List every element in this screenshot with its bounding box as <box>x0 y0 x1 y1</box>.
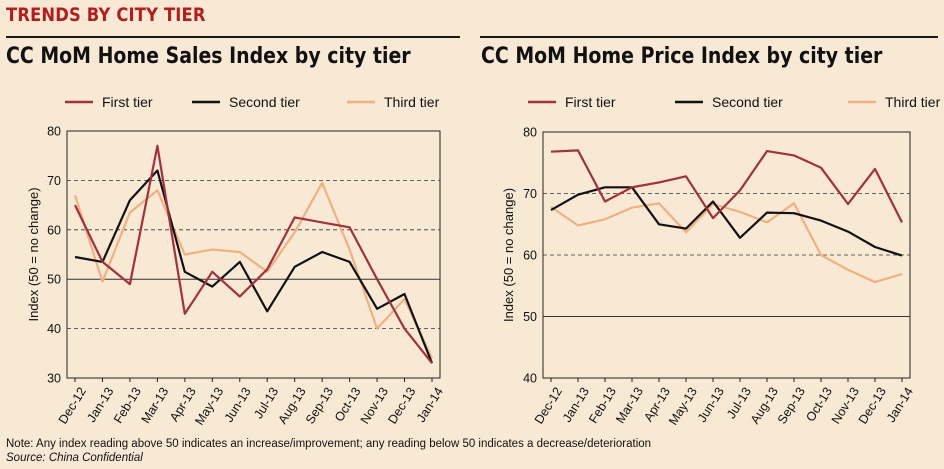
x-tick-label: Sep-13 <box>303 385 336 427</box>
second-tier-line <box>550 186 903 257</box>
x-tick-label: Dec-13 <box>856 385 889 427</box>
plot-frame <box>66 130 441 379</box>
third-tier-legend-label: Third tier <box>885 94 941 110</box>
second-tier-legend-label: Second tier <box>712 94 783 110</box>
y-tick-label: 80 <box>523 126 537 140</box>
x-tick-label: Mar-13 <box>613 385 646 426</box>
y-tick-label: 40 <box>523 372 537 386</box>
third-tier-legend-label: Third tier <box>384 94 440 110</box>
second-tier-line <box>74 169 434 364</box>
x-tick-label: Jun-13 <box>695 385 727 425</box>
y-tick-label: 40 <box>47 322 61 336</box>
sales-index-chart: 30 40 50 60 70 80 Index (50 = no change) Dec-12… <box>26 94 446 428</box>
x-tick-label: May-13 <box>192 385 226 428</box>
x-tick-label: Dec-12 <box>56 385 89 427</box>
y-tick-label: 30 <box>47 372 61 386</box>
y-tick-label: 80 <box>47 125 61 139</box>
source-note: Source: China Confidential <box>6 452 143 464</box>
y-tick-label: 70 <box>523 187 537 201</box>
x-tick-label: Dec-13 <box>385 385 418 427</box>
sales-chart-title: CC MoM Home Sales Index by city tier <box>6 44 411 69</box>
third-tier-line <box>73 181 433 359</box>
right-title-rule <box>480 36 938 38</box>
x-tick-label: Jan-14 <box>414 385 446 425</box>
y-tick-label: 50 <box>523 310 537 324</box>
first-tier-legend-label: First tier <box>102 94 153 110</box>
second-tier-legend-label: Second tier <box>229 94 300 110</box>
first-tier-line <box>74 144 433 364</box>
y-tick-label: 50 <box>47 273 61 287</box>
section-header: TRENDS BY CITY TIER <box>6 4 206 26</box>
price-index-chart: 40 50 60 70 80 Index (50 = no change) Dec-12 Ja… <box>501 94 941 428</box>
y-axis-label: Index (50 = no change) <box>26 187 41 321</box>
left-title-rule <box>6 36 460 38</box>
x-tick-label: Dec-12 <box>532 385 565 427</box>
y-tick-label: 60 <box>523 249 537 263</box>
y-tick-label: 70 <box>47 174 61 188</box>
x-tick-label: Jan-14 <box>884 385 916 425</box>
price-chart-title: CC MoM Home Price Index by city tier <box>481 44 883 69</box>
y-axis-label: Index (50 = no change) <box>501 188 516 322</box>
x-tick-label: Sep-13 <box>775 385 808 427</box>
footnote: Note: Any index reading above 50 indicat… <box>6 438 652 450</box>
x-tick-label: Mar-13 <box>139 385 172 426</box>
first-tier-legend-label: First tier <box>565 94 616 110</box>
first-tier-line <box>550 149 903 223</box>
y-tick-label: 60 <box>47 223 61 237</box>
x-tick-label: Jun-13 <box>222 385 254 425</box>
third-tier-line <box>550 202 903 284</box>
